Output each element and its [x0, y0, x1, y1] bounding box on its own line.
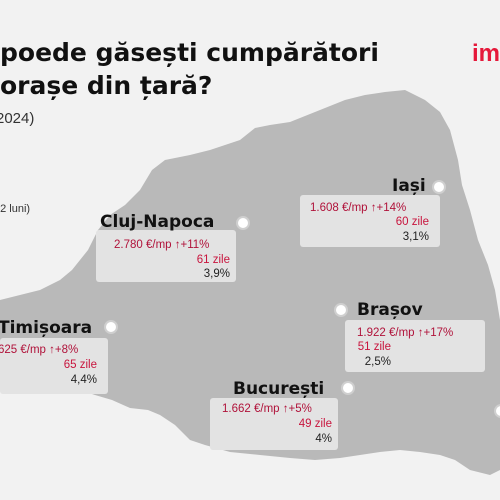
city-name-bucuresti: București: [233, 379, 325, 399]
city-days-brasov: 51 zile: [357, 341, 391, 353]
city-marker-bucuresti: [341, 381, 355, 395]
city-price-brasov: 1.922 €/mp ↑+17%: [357, 327, 454, 339]
city-name-timisoara: Timișoara: [0, 318, 93, 338]
title-line-2: orașe din țară?: [0, 71, 213, 100]
page-title: poede găsești cumpărători orașe din țară…: [0, 36, 430, 102]
romania-outline: [0, 90, 500, 475]
city-name-iasi: Iași: [392, 176, 426, 196]
city-card-timisoara: [0, 338, 108, 394]
city-price-bucuresti: 1.662 €/mp ↑+5%: [222, 403, 312, 415]
city-marker-constanta: [494, 404, 500, 418]
city-card-cluj: [96, 230, 236, 282]
city-marker-brasov: [334, 303, 348, 317]
city-price-timisoara: 625 €/mp ↑+8%: [0, 344, 79, 356]
city-price-iasi: 1.608 €/mp ↑+14%: [310, 202, 407, 214]
city-card-brasov: [345, 320, 485, 372]
city-days-timisoara: 65 zile: [63, 359, 97, 371]
legend-note: 12 luni): [0, 203, 31, 215]
city-days-cluj: 61 zile: [196, 254, 230, 266]
city-card-iasi: [300, 195, 440, 247]
city-marker-timisoara: [104, 320, 118, 334]
city-share-brasov: 2,5%: [364, 356, 391, 368]
city-share-timisoara: 4,4%: [70, 374, 97, 386]
city-days-iasi: 60 zile: [395, 216, 429, 228]
title-line-1: poede găsești cumpărători: [0, 38, 379, 67]
subtitle: 2024): [0, 110, 35, 127]
city-price-cluj: 2.780 €/mp ↑+11%: [114, 239, 210, 251]
city-marker-cluj: [236, 216, 250, 230]
city-name-cluj: Cluj-Napoca: [100, 212, 215, 232]
city-marker-iasi: [432, 180, 446, 194]
city-name-brasov: Brașov: [357, 300, 423, 320]
city-days-bucuresti: 49 zile: [298, 418, 332, 430]
city-share-cluj: 3,9%: [203, 268, 230, 280]
city-card-bucuresti: [210, 398, 338, 450]
city-share-bucuresti: 4%: [315, 433, 332, 445]
brand-logo: im: [472, 40, 500, 67]
city-share-iasi: 3,1%: [402, 231, 429, 243]
